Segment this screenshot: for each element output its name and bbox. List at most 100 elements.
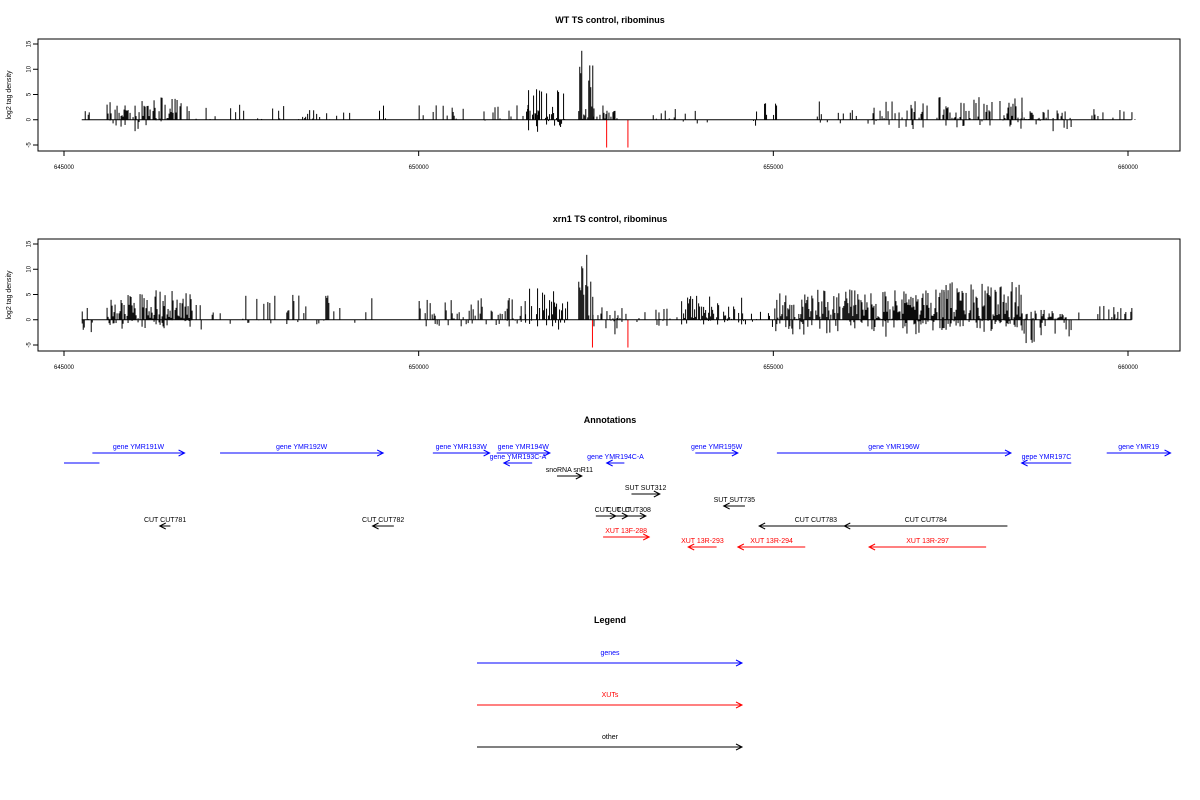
arrow-head-icon: [642, 533, 651, 541]
annotation-feature: gene YMR192W: [220, 444, 385, 457]
annotation-feature: gene YMR194C-A: [587, 454, 644, 467]
annotation-feature: CUT CUT781: [144, 517, 186, 530]
y-tick-label: 10: [27, 265, 33, 272]
annotation-feature: gepe YMR197C: [1020, 454, 1072, 467]
feature-label: CUT CUT783: [795, 517, 837, 524]
x-tick-label: 645000: [54, 365, 75, 371]
legend-label: genes: [600, 650, 620, 657]
arrow-head-icon: [1020, 459, 1028, 467]
track-panel-wt: WT TS control, ribominus log2 tag densit…: [6, 15, 1181, 171]
arrow-head-icon: [609, 512, 617, 520]
arrow-head-icon: [653, 490, 661, 498]
x-tick-label: 655000: [763, 365, 784, 371]
feature-label: CUT CUT784: [905, 517, 947, 524]
legend-item: genes: [477, 650, 744, 667]
feature-label: CUT CUT781: [144, 517, 186, 524]
annotation-features: gene YMR191W gene YMR192W gene YMR193W gene…: [64, 444, 1172, 551]
annotation-feature: gene YMR191W: [92, 444, 186, 457]
panel-title-xrn1: xrn1 TS control, ribominus: [553, 214, 668, 224]
arrow-head-icon: [605, 459, 613, 467]
annotation-feature: gene YMR193C-A: [490, 454, 547, 467]
x-tick-label: 655000: [763, 165, 784, 171]
y-tick-label: 5: [27, 92, 33, 96]
feature-label: gene YMR193W: [436, 444, 488, 451]
annotation-feature: CUT CUT783: [758, 517, 873, 530]
arrow-head-icon: [158, 522, 166, 530]
arrow-head-icon: [735, 743, 744, 751]
feature-label: XUT 13R-297: [906, 538, 949, 545]
arrow-head-icon: [178, 449, 186, 457]
annotation-feature: SUT SUT735: [714, 497, 756, 510]
arrow-head-icon: [621, 512, 629, 520]
arrow-head-icon: [735, 701, 744, 709]
annotations-title: Annotations: [584, 415, 637, 425]
y-tick-label: 5: [27, 292, 33, 296]
x-tick-label: 650000: [409, 165, 430, 171]
y-axis-ticks-xrn1: -5 0 5 10 15: [27, 240, 38, 348]
density-bars-wt: [84, 50, 1136, 148]
feature-label: SUT SUT735: [714, 497, 756, 504]
x-tick-label: 645000: [54, 165, 75, 171]
legend-title: Legend: [594, 615, 626, 625]
arrow-head-icon: [575, 472, 583, 480]
legend-item: XUTs: [477, 692, 744, 709]
y-tick-label: -5: [27, 142, 33, 148]
plot-frame-xrn1: [37, 238, 1181, 352]
y-tick-label: 10: [27, 65, 33, 72]
annotation-feature: XUT 13R-293: [681, 538, 724, 551]
arrow-head-icon: [376, 449, 385, 457]
feature-label: XUT 13F-288: [605, 528, 647, 535]
feature-label: CUT308: [625, 507, 651, 514]
arrow-head-icon: [735, 659, 744, 667]
feature-label: CUT: [607, 507, 622, 514]
feature-label: XUT 13R-294: [750, 538, 793, 545]
y-tick-label: 0: [27, 317, 33, 321]
arrow-head-icon: [736, 543, 745, 551]
feature-label: gene YMR194C-A: [587, 454, 644, 461]
feature-label: SUT SUT312: [625, 485, 667, 492]
annotation-feature: CUT CUT784: [843, 517, 1008, 530]
x-axis-ticks-xrn1: 645000 650000 655000 660000: [54, 351, 1139, 371]
annotation-feature: snoRNA snR11: [546, 467, 593, 480]
arrow-head-icon: [502, 459, 511, 467]
x-tick-label: 660000: [1118, 365, 1139, 371]
feature-label: gene YMR191W: [113, 444, 165, 451]
arrow-head-icon: [639, 512, 647, 520]
annotations-track: Annotations gene YMR191W gene YMR192W gene…: [64, 415, 1172, 551]
feature-label: gene YMR193C-A: [490, 454, 547, 461]
legend: Legend genes XUTs other: [477, 615, 744, 751]
y-tick-label: 0: [27, 117, 33, 121]
annotation-feature: gene YMR195W: [691, 444, 743, 457]
feature-label: snoRNA snR11: [546, 467, 593, 474]
annotation-feature: gene YMR196W: [776, 444, 1013, 457]
annotation-feature: gene YMR193W: [432, 444, 491, 457]
annotation-feature: CUT CUT782: [362, 517, 404, 530]
panel-title-wt: WT TS control, ribominus: [555, 15, 665, 25]
arrow-head-icon: [687, 543, 695, 551]
legend-items: genes XUTs other: [477, 650, 744, 751]
arrow-head-icon: [843, 522, 851, 530]
feature-label: gene YMR194W: [498, 444, 550, 451]
x-tick-label: 660000: [1118, 165, 1139, 171]
annotation-feature: XUT 13R-297: [867, 538, 987, 551]
feature-label: gepe YMR197C: [1022, 454, 1072, 461]
track-panel-xrn1: xrn1 TS control, ribominus log2 tag dens…: [6, 214, 1181, 371]
arrow-head-icon: [543, 449, 552, 457]
legend-label: XUTs: [602, 692, 619, 699]
annotation-feature: gene YMR194W: [496, 444, 552, 457]
y-axis-label-wt: log2 tag density: [6, 70, 13, 120]
arrow-head-icon: [371, 522, 379, 530]
feature-label: gene YMR195W: [691, 444, 743, 451]
legend-label: other: [602, 734, 619, 741]
feature-label: XUT 13R-293: [681, 538, 724, 545]
y-axis-label-xrn1: log2 tag density: [6, 270, 13, 320]
annotation-feature: XUT 13F-288: [603, 528, 651, 541]
feature-label: gene YMR196W: [868, 444, 920, 451]
feature-label: CUT: [595, 507, 610, 514]
arrow-head-icon: [722, 502, 730, 510]
arrow-head-icon: [867, 543, 876, 551]
arrow-head-icon: [758, 522, 766, 530]
y-axis-ticks-wt: -5 0 5 10 15: [27, 40, 38, 148]
plot-frame-wt: [37, 38, 1181, 152]
arrow-head-icon: [1164, 449, 1172, 457]
